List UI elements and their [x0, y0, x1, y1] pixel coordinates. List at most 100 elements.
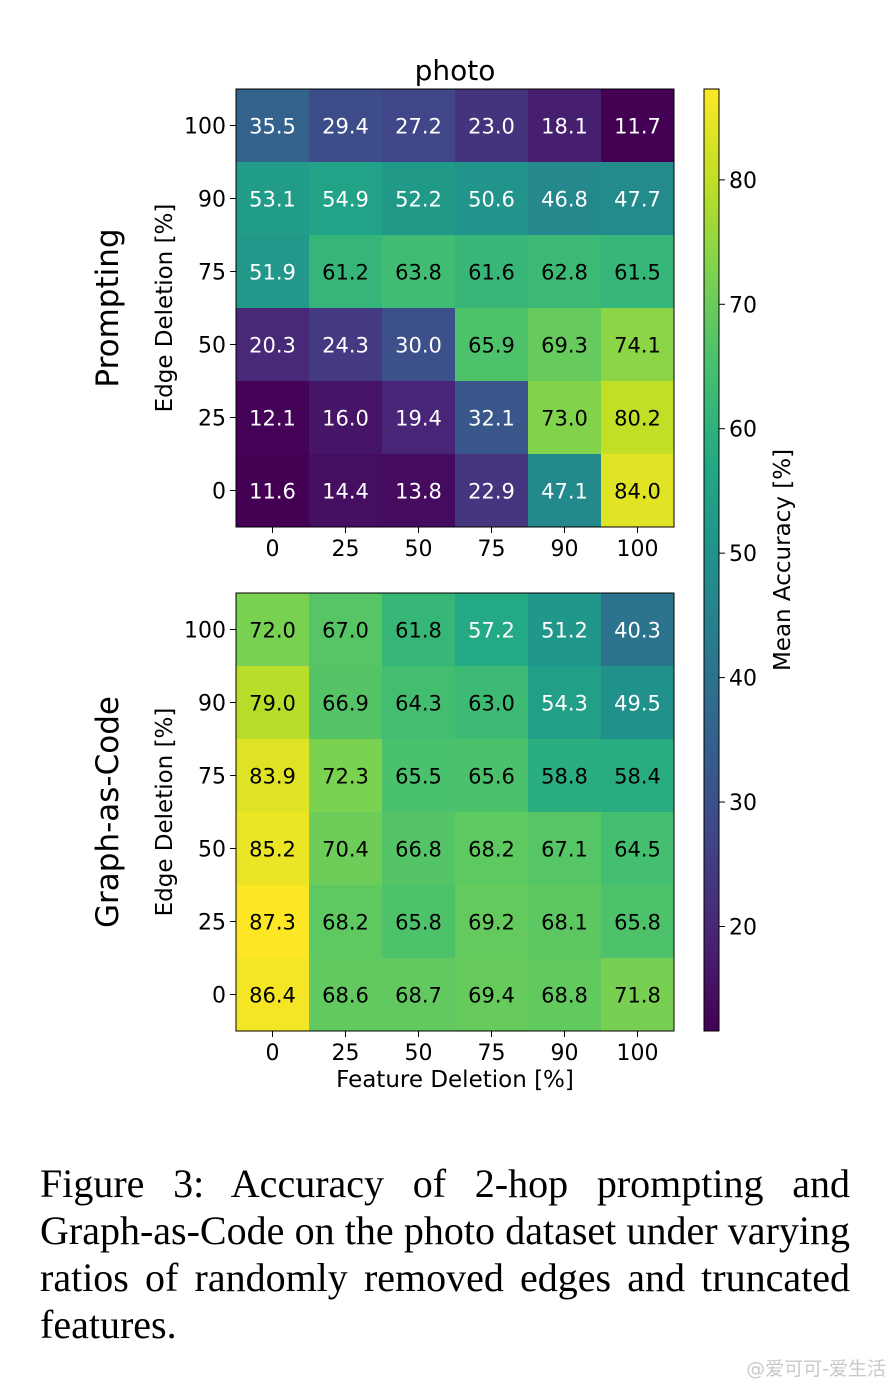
heatmap-cell	[236, 381, 309, 454]
heatmap-cell	[382, 958, 455, 1031]
cell-value-label: 54.3	[541, 692, 588, 716]
heatmap-cell	[528, 666, 601, 739]
heatmap-panel-1: 72.0 67.0 61.8 57.2 51.2 40.3 79.0 66.9 64.3 63.0…	[90, 592, 675, 1066]
cell-value-label: 51.9	[249, 261, 296, 285]
heatmap-cell	[455, 235, 528, 308]
heatmap-cell	[236, 739, 309, 812]
x-tick-label: 0	[266, 1041, 280, 1066]
cell-value-label: 67.0	[322, 619, 369, 643]
heatmap-cell	[236, 89, 309, 162]
cell-value-label: 14.4	[322, 480, 369, 504]
chart-title: photo	[415, 54, 496, 87]
heatmap-cell	[455, 958, 528, 1031]
cell-value-label: 35.5	[249, 115, 296, 139]
cell-value-label: 22.9	[468, 480, 515, 504]
heatmap-cell	[601, 162, 674, 235]
heatmap-cell	[382, 454, 455, 527]
heatmap-cell	[236, 666, 309, 739]
cell-value-label: 68.2	[468, 838, 515, 862]
heatmap-cell	[309, 666, 382, 739]
heatmap-cell	[528, 308, 601, 381]
cell-value-label: 86.4	[249, 984, 296, 1008]
heatmap-cell	[455, 666, 528, 739]
y-tick-label: 90	[198, 692, 226, 717]
heatmap-cell	[528, 381, 601, 454]
cell-value-label: 61.6	[468, 261, 515, 285]
y-tick-label: 90	[198, 188, 226, 213]
y-tick-label: 75	[198, 261, 226, 286]
heatmap-cell	[382, 666, 455, 739]
cell-value-label: 19.4	[395, 407, 442, 431]
cell-value-label: 74.1	[614, 334, 661, 358]
cell-value-label: 65.9	[468, 334, 515, 358]
cell-value-label: 46.8	[541, 188, 588, 212]
x-tick-label: 25	[332, 537, 360, 562]
heatmap-cell	[236, 308, 309, 381]
figure-caption: Figure 3: Accuracy of 2-hop prompting an…	[40, 1161, 850, 1347]
heatmap-cell	[455, 593, 528, 666]
panel-frame	[235, 592, 675, 1032]
cell-value-label: 30.0	[395, 334, 442, 358]
cell-value-label: 58.4	[614, 765, 661, 789]
cell-value-label: 32.1	[468, 407, 515, 431]
cell-value-label: 51.2	[541, 619, 588, 643]
cell-value-label: 54.9	[322, 188, 369, 212]
cell-value-label: 20.3	[249, 334, 296, 358]
heatmap-cell	[382, 162, 455, 235]
heatmap-cell	[309, 739, 382, 812]
heatmap-cell	[236, 593, 309, 666]
heatmap-cell	[601, 381, 674, 454]
cell-value-label: 63.0	[468, 692, 515, 716]
heatmap-cell	[236, 958, 309, 1031]
colorbar: 20 30 40 50 60 70 80 Mean Accuracy [%]	[703, 88, 796, 1032]
heatmap-cell	[601, 89, 674, 162]
y-tick-label: 0	[212, 480, 226, 505]
heatmap-cell	[601, 308, 674, 381]
heatmap-cell	[455, 739, 528, 812]
x-tick-label: 75	[478, 537, 506, 562]
heatmap-cell	[528, 812, 601, 885]
x-tick-label: 0	[266, 537, 280, 562]
cell-value-label: 72.0	[249, 619, 296, 643]
colorbar-tick-label: 80	[729, 169, 757, 194]
y-tick-label: 50	[198, 334, 226, 359]
cell-value-label: 69.4	[468, 984, 515, 1008]
heatmap-cell	[455, 885, 528, 958]
heatmap-panels: 35.5 29.4 27.2 23.0 18.1 11.7 53.1 54.9 52.2 50.6…	[90, 88, 675, 1066]
cell-value-label: 11.7	[614, 115, 661, 139]
heatmap-cell	[382, 812, 455, 885]
heatmap-cell	[382, 593, 455, 666]
y-tick-label: 75	[198, 765, 226, 790]
cell-value-label: 57.2	[468, 619, 515, 643]
heatmap-cell	[236, 235, 309, 308]
cell-value-label: 68.7	[395, 984, 442, 1008]
cell-value-label: 73.0	[541, 407, 588, 431]
cell-value-label: 64.5	[614, 838, 661, 862]
heatmap-cell	[455, 89, 528, 162]
colorbar-gradient	[703, 88, 720, 1032]
cell-value-label: 13.8	[395, 480, 442, 504]
heatmap-cell	[455, 162, 528, 235]
cell-value-label: 79.0	[249, 692, 296, 716]
y-tick-label: 0	[212, 984, 226, 1009]
cell-value-label: 47.7	[614, 188, 661, 212]
cell-value-label: 65.6	[468, 765, 515, 789]
y-tick-label: 25	[198, 407, 226, 432]
heatmap-cell	[382, 89, 455, 162]
panel-row-label: Prompting	[90, 228, 126, 387]
colorbar-tick-label: 20	[729, 915, 757, 940]
y-tick-label: 50	[198, 838, 226, 863]
cell-value-label: 84.0	[614, 480, 661, 504]
cell-value-label: 68.2	[322, 911, 369, 935]
heatmap-cell	[309, 958, 382, 1031]
cell-value-label: 85.2	[249, 838, 296, 862]
heatmap-cell	[382, 885, 455, 958]
cell-value-label: 61.5	[614, 261, 661, 285]
cell-value-label: 47.1	[541, 480, 588, 504]
cell-value-label: 66.8	[395, 838, 442, 862]
heatmap-cell	[528, 593, 601, 666]
cell-value-label: 65.8	[614, 911, 661, 935]
x-tick-label: 100	[617, 1041, 659, 1066]
heatmap-cell	[455, 454, 528, 527]
colorbar-tick-label: 40	[729, 667, 757, 692]
